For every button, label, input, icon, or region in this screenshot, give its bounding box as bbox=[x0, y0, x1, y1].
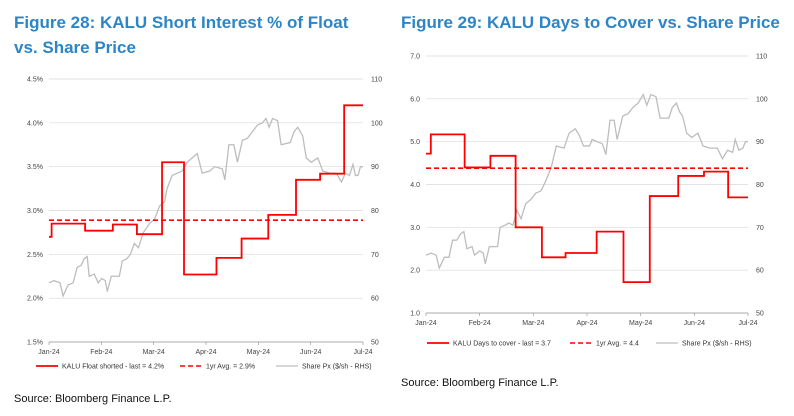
left-tick-label: 1.0 bbox=[410, 311, 420, 318]
figure-28-title: Figure 28: KALU Short Interest % of Floa… bbox=[14, 13, 349, 57]
left-tick-label: 4.0% bbox=[27, 120, 43, 127]
left-tick-label: 3.5% bbox=[27, 164, 43, 171]
right-tick-label: 50 bbox=[371, 340, 379, 347]
right-tick-label: 110 bbox=[756, 54, 767, 61]
x-tick-label: Jul-24 bbox=[353, 349, 372, 356]
x-tick-label: Feb-24 bbox=[90, 349, 112, 356]
left-tick-label: 5.0 bbox=[410, 139, 420, 146]
left-tick-label: 2.0 bbox=[410, 268, 420, 275]
right-tick-label: 100 bbox=[756, 96, 768, 103]
right-tick-label: 50 bbox=[756, 311, 764, 318]
x-tick-label: Apr-24 bbox=[576, 320, 597, 327]
chart-short-interest: 1.5% 50 2.0% 60 2.5% 70 3.0% 80 3.5% 90 4.0% 100 4.5… bbox=[27, 77, 383, 371]
left-tick-label: 7.0 bbox=[410, 54, 420, 61]
right-tick-label: 60 bbox=[756, 268, 764, 275]
x-tick-label: Apr-24 bbox=[195, 349, 216, 356]
x-tick-label: May-24 bbox=[629, 320, 652, 327]
x-tick-label: Jun-24 bbox=[684, 320, 706, 327]
x-tick-label: Jun-24 bbox=[300, 349, 322, 356]
right-tick-label: 90 bbox=[371, 164, 379, 171]
share-price-line bbox=[48, 117, 363, 298]
legend-label-primary: KALU Days to cover - last = 3.7 bbox=[453, 341, 551, 348]
right-tick-label: 70 bbox=[371, 252, 379, 259]
left-tick-label: 4.0 bbox=[410, 182, 420, 189]
legend-label-price: Share Px ($/sh - RHS) bbox=[682, 341, 752, 348]
right-tick-label: 90 bbox=[756, 139, 764, 146]
legend-label-average: 1yr Avg. = 4.4 bbox=[596, 341, 639, 348]
x-tick-label: Jul-24 bbox=[738, 320, 757, 327]
left-tick-label: 2.5% bbox=[27, 252, 43, 259]
left-tick-label: 1.5% bbox=[27, 340, 43, 347]
short-metric-step-line bbox=[426, 133, 748, 284]
right-tick-label: 60 bbox=[371, 296, 379, 303]
legend-label-price: Share Px ($/sh - RHS) bbox=[302, 364, 372, 371]
left-tick-label: 6.0 bbox=[410, 96, 420, 103]
right-tick-label: 80 bbox=[756, 182, 764, 189]
left-tick-label: 3.0 bbox=[410, 225, 420, 232]
short-metric-step-line bbox=[49, 104, 363, 276]
left-tick-label: 4.5% bbox=[27, 77, 43, 84]
right-tick-label: 70 bbox=[756, 225, 764, 232]
figure-29-source: Source: Bloomberg Finance L.P. bbox=[401, 377, 559, 389]
x-tick-label: Jan-24 bbox=[415, 320, 437, 327]
left-tick-label: 3.0% bbox=[27, 208, 43, 215]
right-tick-label: 100 bbox=[371, 120, 383, 127]
right-tick-label: 110 bbox=[371, 77, 382, 84]
x-tick-label: Mar-24 bbox=[143, 349, 165, 356]
legend-label-average: 1yr Avg. = 2.9% bbox=[206, 364, 255, 371]
x-tick-label: May-24 bbox=[247, 349, 270, 356]
figure-28-source: Source: Bloomberg Finance L.P. bbox=[14, 393, 172, 405]
x-tick-label: Feb-24 bbox=[469, 320, 491, 327]
x-tick-label: Jan-24 bbox=[38, 349, 60, 356]
x-tick-label: Mar-24 bbox=[522, 320, 544, 327]
legend-label-primary: KALU Float shorted - last = 4.2% bbox=[62, 364, 164, 371]
right-tick-label: 80 bbox=[371, 208, 379, 215]
share-price-line bbox=[425, 93, 748, 270]
figure-29-title: Figure 29: KALU Days to Cover vs. Share … bbox=[401, 13, 780, 32]
left-tick-label: 2.0% bbox=[27, 296, 43, 303]
